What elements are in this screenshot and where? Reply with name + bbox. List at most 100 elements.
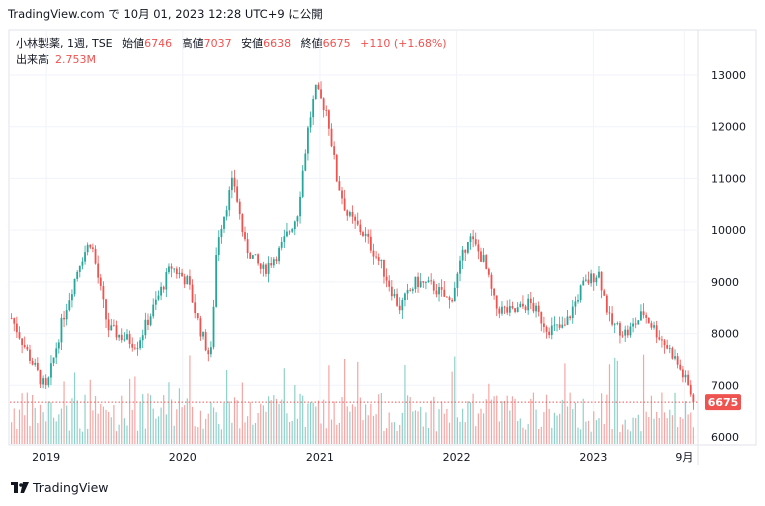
- volume-bar: [417, 411, 419, 444]
- candle-body: [301, 170, 304, 197]
- volume-bar: [176, 409, 178, 444]
- volume-bar: [608, 364, 611, 444]
- volume-bar: [438, 409, 440, 444]
- candle-body: [76, 271, 79, 279]
- last-price-badge: [705, 394, 741, 411]
- candle-body: [139, 340, 142, 349]
- candle-body: [456, 273, 459, 288]
- volume-bar: [648, 417, 650, 444]
- candle-body: [527, 298, 530, 311]
- candle-body: [343, 198, 346, 211]
- volume-bar: [514, 398, 516, 444]
- candle-body: [584, 279, 587, 281]
- candle-body: [563, 324, 566, 326]
- candle-body: [288, 231, 291, 233]
- volume-bar: [448, 422, 451, 444]
- volume-bar: [278, 403, 280, 444]
- candle-body: [13, 318, 16, 324]
- candle-body: [105, 299, 107, 320]
- publish-caption: TradingView.com で 10月 01, 2023 12:28 UTC…: [8, 7, 323, 21]
- candle-body: [71, 294, 73, 301]
- candle-body: [671, 347, 674, 359]
- volume-bar: [126, 425, 128, 444]
- tradingview-logo[interactable]: TradingView: [11, 480, 109, 495]
- volume-bar: [129, 378, 131, 444]
- candle-body: [632, 323, 634, 327]
- candle-body: [432, 281, 435, 291]
- candle-body: [466, 242, 469, 253]
- volume-bar: [244, 422, 246, 444]
- candle-body: [293, 221, 296, 230]
- candle-body: [246, 239, 249, 254]
- volume-bar: [296, 418, 299, 444]
- volume-bar: [454, 356, 456, 444]
- candle-body: [36, 362, 39, 371]
- volume-bar: [236, 400, 238, 444]
- volume-bar: [24, 415, 26, 444]
- candle-body: [144, 319, 147, 336]
- candle-body: [624, 329, 627, 336]
- candle-body: [619, 323, 621, 336]
- volume-bar: [273, 395, 275, 444]
- volume-bar: [239, 428, 241, 444]
- volume-bar: [215, 412, 217, 444]
- candle-body: [78, 265, 81, 272]
- candle-body: [666, 345, 669, 349]
- volume-bar: [677, 427, 679, 444]
- volume-bar: [11, 422, 13, 444]
- volume-bar: [160, 407, 162, 444]
- candle-body: [689, 384, 692, 395]
- low-value: 6638: [263, 37, 292, 50]
- volume-bar: [506, 395, 508, 444]
- volume-bar: [637, 414, 639, 444]
- candle-body: [543, 323, 545, 327]
- candle-body: [535, 305, 537, 312]
- candle-body: [238, 201, 241, 215]
- volume-bar: [212, 407, 215, 444]
- candle-body: [10, 318, 13, 319]
- candle-body: [556, 324, 558, 326]
- volume-bar: [291, 420, 293, 444]
- candle-body: [44, 378, 47, 386]
- volume-bar: [265, 411, 267, 444]
- candle-body: [330, 128, 333, 147]
- volume-bar: [370, 403, 372, 444]
- candle-body: [50, 363, 52, 378]
- candle-body: [317, 84, 320, 90]
- volume-bar: [39, 404, 42, 444]
- low-label: 安値: [241, 37, 264, 50]
- candle-body: [508, 306, 511, 313]
- volume-bar: [496, 395, 498, 444]
- candle-body: [141, 335, 144, 341]
- volume-bar: [553, 412, 556, 444]
- volume-bar: [443, 413, 445, 444]
- volume-bar: [422, 426, 424, 444]
- volume-bar: [572, 409, 574, 444]
- candle-body: [605, 295, 608, 313]
- volume-bar: [396, 430, 398, 444]
- candle-body: [241, 214, 244, 233]
- volume-bar: [501, 401, 503, 444]
- candle-body: [482, 255, 485, 262]
- volume-bar: [524, 429, 527, 444]
- volume-bar: [509, 410, 511, 444]
- candle-body: [204, 332, 207, 351]
- volume-bar: [207, 413, 209, 444]
- candle-body: [320, 89, 322, 99]
- volume-bar: [286, 413, 288, 444]
- candle-body: [328, 110, 330, 129]
- candle-body: [417, 276, 419, 288]
- candle-body: [598, 271, 600, 278]
- candle-body: [202, 332, 204, 337]
- candle-body: [194, 302, 197, 314]
- volume-bar: [131, 409, 133, 444]
- volume-bar: [178, 388, 181, 444]
- volume-bar: [123, 418, 125, 444]
- volume-bar: [582, 398, 584, 444]
- volume-bar: [420, 406, 422, 444]
- symbol-label[interactable]: 小林製薬, 1週, TSE: [16, 37, 113, 50]
- candle-body: [15, 323, 18, 333]
- volume-bar: [661, 392, 663, 444]
- volume-bar: [31, 394, 34, 444]
